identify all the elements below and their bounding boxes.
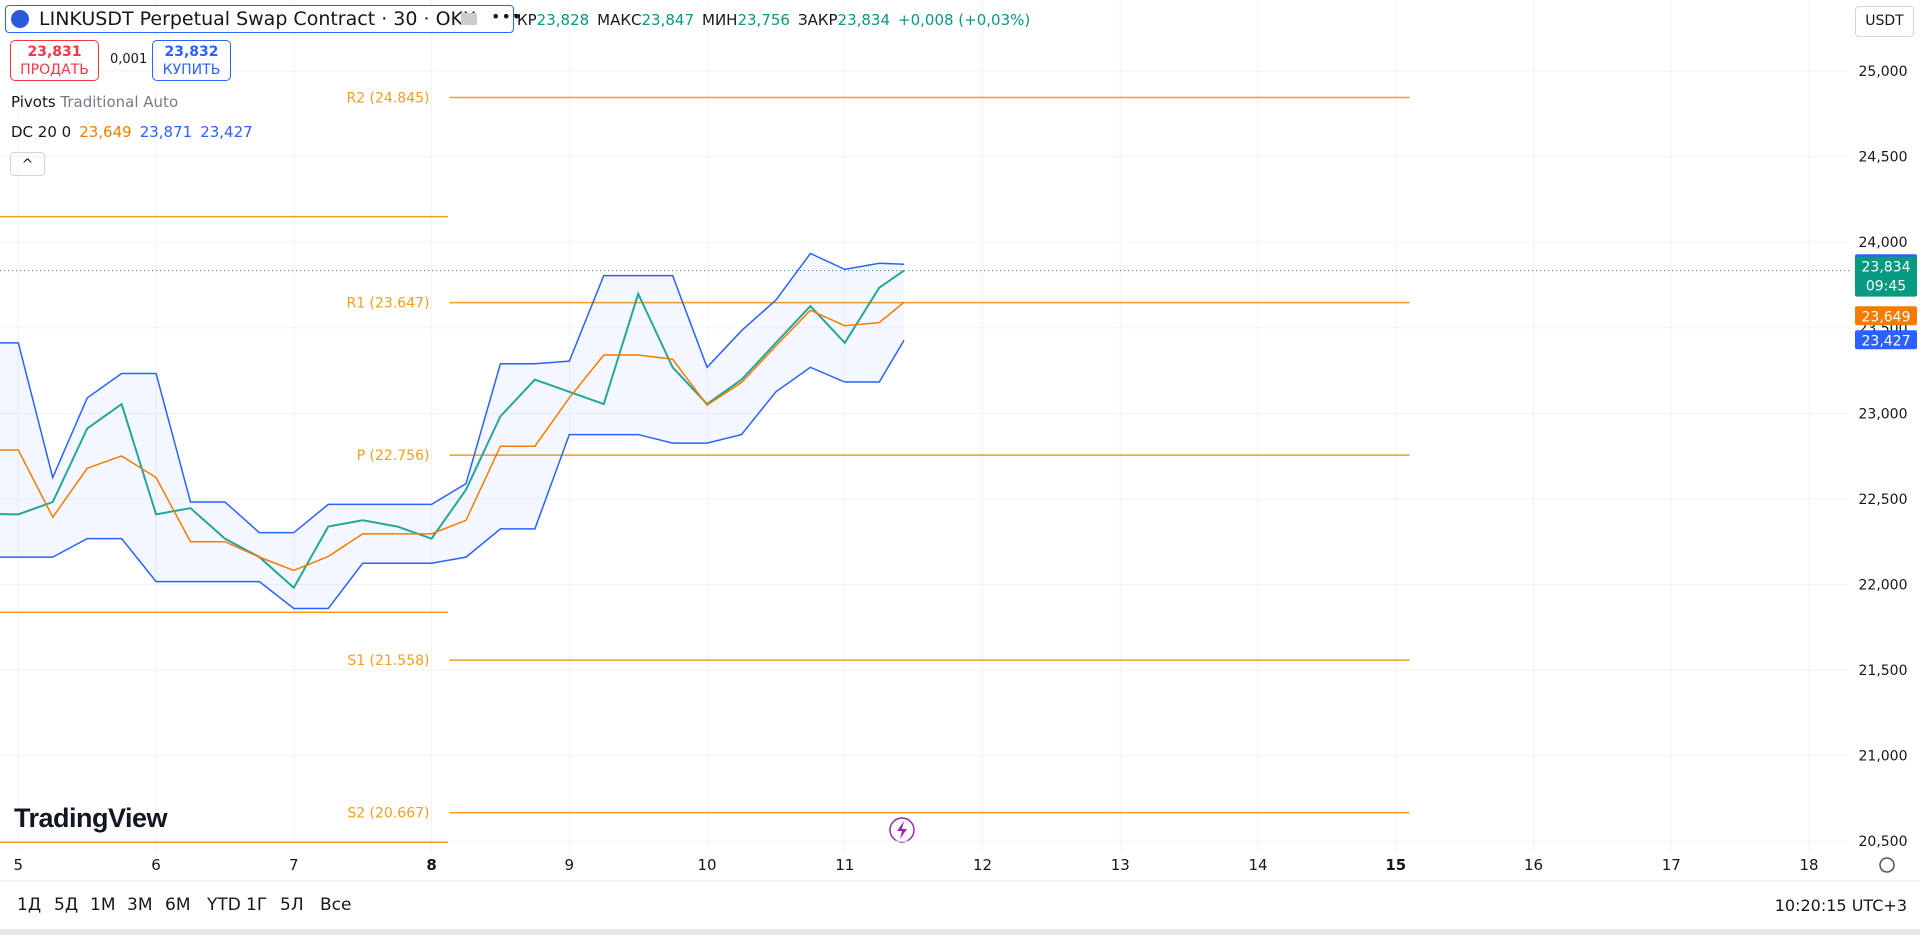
range-button[interactable]: YTD <box>207 895 241 915</box>
price-tag-label: 23,427 <box>1862 333 1911 349</box>
x-tick-label: 13 <box>1111 856 1130 874</box>
sell-label: ПРОДАТЬ <box>20 62 89 78</box>
ohlc-label: МАКС <box>597 11 642 29</box>
pivot-label: S2 (20.667) <box>347 806 429 822</box>
currency-button[interactable]: USDT <box>1855 6 1914 37</box>
series-line <box>0 269 905 590</box>
pivot-label: R2 (24.845) <box>346 91 429 107</box>
settings-icon[interactable] <box>1879 857 1895 873</box>
title-box[interactable]: LINKUSDT Perpetual Swap Contract · 30 · … <box>5 5 521 33</box>
x-tick-label: 7 <box>289 856 299 874</box>
indicator-value: 23,649 <box>79 123 132 141</box>
x-tick-label: 6 <box>151 856 161 874</box>
ohlc-value: 23,834 <box>837 11 891 29</box>
y-tick-label: 24,500 <box>1859 150 1908 166</box>
buy-button[interactable]: 23,832 КУПИТЬ <box>152 40 231 81</box>
more-icon[interactable]: ••• <box>491 7 523 26</box>
x-tick-label: 9 <box>565 856 575 874</box>
indicator-value: 23,871 <box>139 123 193 141</box>
price-tag <box>1855 330 1917 350</box>
sell-price: 23,831 <box>27 44 82 60</box>
flag-icon[interactable] <box>461 13 477 25</box>
pivot-label: P (22.756) <box>357 448 430 464</box>
ohlc-label: МИН <box>702 11 738 29</box>
price-tag <box>1855 306 1917 326</box>
range-button[interactable]: Все <box>320 895 352 915</box>
x-tick-label: 17 <box>1662 856 1681 874</box>
dc-legend[interactable]: DC 20 0 23,649 23,871 23,427 <box>11 123 253 141</box>
x-tick-label: 12 <box>973 856 992 874</box>
series-line <box>0 252 905 534</box>
range-button[interactable]: 5Д <box>54 895 79 915</box>
price-tag-label: 23,649 <box>1862 309 1911 325</box>
collapse-button[interactable]: ^ <box>10 152 45 176</box>
symbol-icon <box>11 10 29 28</box>
ohlc-item: МАКС23,847 <box>597 11 694 29</box>
plot: 5 6 7 8 9 10 11 12 13 14 15 16 17 18 20,500 21,000 21,50… <box>0 0 1917 874</box>
series-line <box>0 339 905 610</box>
indicator-name: Pivots <box>11 93 56 111</box>
indicator-value: 23,427 <box>200 123 253 141</box>
y-tick-label: 21,500 <box>1859 663 1908 679</box>
pivot-label: S1 (21.558) <box>347 653 429 669</box>
x-tick-label: 11 <box>835 856 854 874</box>
symbol-title: LINKUSDT Perpetual Swap Contract · 30 · … <box>39 8 476 30</box>
logo: TradingView <box>14 803 168 833</box>
events-bolt <box>897 821 907 839</box>
y-tick-label: 24,000 <box>1859 235 1908 251</box>
pivots-legend[interactable]: Pivots Traditional Auto <box>11 93 178 111</box>
x-tick-label: 10 <box>698 856 717 874</box>
x-tick-label: 8 <box>426 856 436 874</box>
countdown: 09:45 <box>1866 279 1906 295</box>
indicator-params: Traditional Auto <box>60 93 179 111</box>
y-tick-label: 22,500 <box>1859 492 1908 508</box>
x-tick-label: 14 <box>1249 856 1268 874</box>
sell-button[interactable]: 23,831 ПРОДАТЬ <box>10 40 99 81</box>
y-tick-label: 23,000 <box>1859 406 1908 422</box>
buy-label: КУПИТЬ <box>162 62 221 78</box>
x-tick-label: 5 <box>14 856 24 874</box>
y-tick-label: 21,000 <box>1859 749 1908 765</box>
ohlc-item: МИН23,756 <box>702 11 790 29</box>
clock[interactable]: 10:20:15 UTC+3 <box>1774 896 1907 915</box>
y-tick-label: 25,000 <box>1859 64 1908 80</box>
y-tick-label: 20,500 <box>1859 834 1908 850</box>
buy-price: 23,832 <box>164 44 219 60</box>
spread: 0,001 <box>110 52 148 67</box>
range-button[interactable]: 1М <box>90 895 116 915</box>
bottom-bar <box>0 929 1920 935</box>
x-tick-label: 15 <box>1385 856 1406 874</box>
y-tick-label: 22,000 <box>1859 578 1908 594</box>
series-line <box>0 301 905 572</box>
range-button[interactable]: 1Г <box>246 895 268 915</box>
ohlc-value: 23,828 <box>536 11 590 29</box>
price-tag <box>1855 256 1917 297</box>
channel-fill <box>0 253 905 609</box>
price-tag-label: 23,834 <box>1862 260 1911 276</box>
x-tick-label: 18 <box>1800 856 1819 874</box>
indicator-name: DC 20 0 <box>11 123 72 141</box>
ohlc-value: 23,847 <box>641 11 695 29</box>
ohlc-change: +0,008 (+0,03%) <box>898 11 1031 29</box>
ohlc-value: 23,756 <box>737 11 790 29</box>
range-button[interactable]: 5Л <box>280 895 304 915</box>
range-button[interactable]: 1Д <box>17 895 42 915</box>
x-tick-label: 16 <box>1524 856 1543 874</box>
range-button[interactable]: 3М <box>127 895 153 915</box>
ohlc-label: ЗАКР <box>797 11 838 29</box>
ohlc: ОТКР23,828 МАКС23,847 МИН23,756 ЗАКР23,834 +… <box>496 11 1030 29</box>
ohlc-item: ЗАКР23,834 <box>798 11 890 29</box>
pivot-label: R1 (23.647) <box>346 296 429 312</box>
range-button[interactable]: 6М <box>165 895 191 915</box>
